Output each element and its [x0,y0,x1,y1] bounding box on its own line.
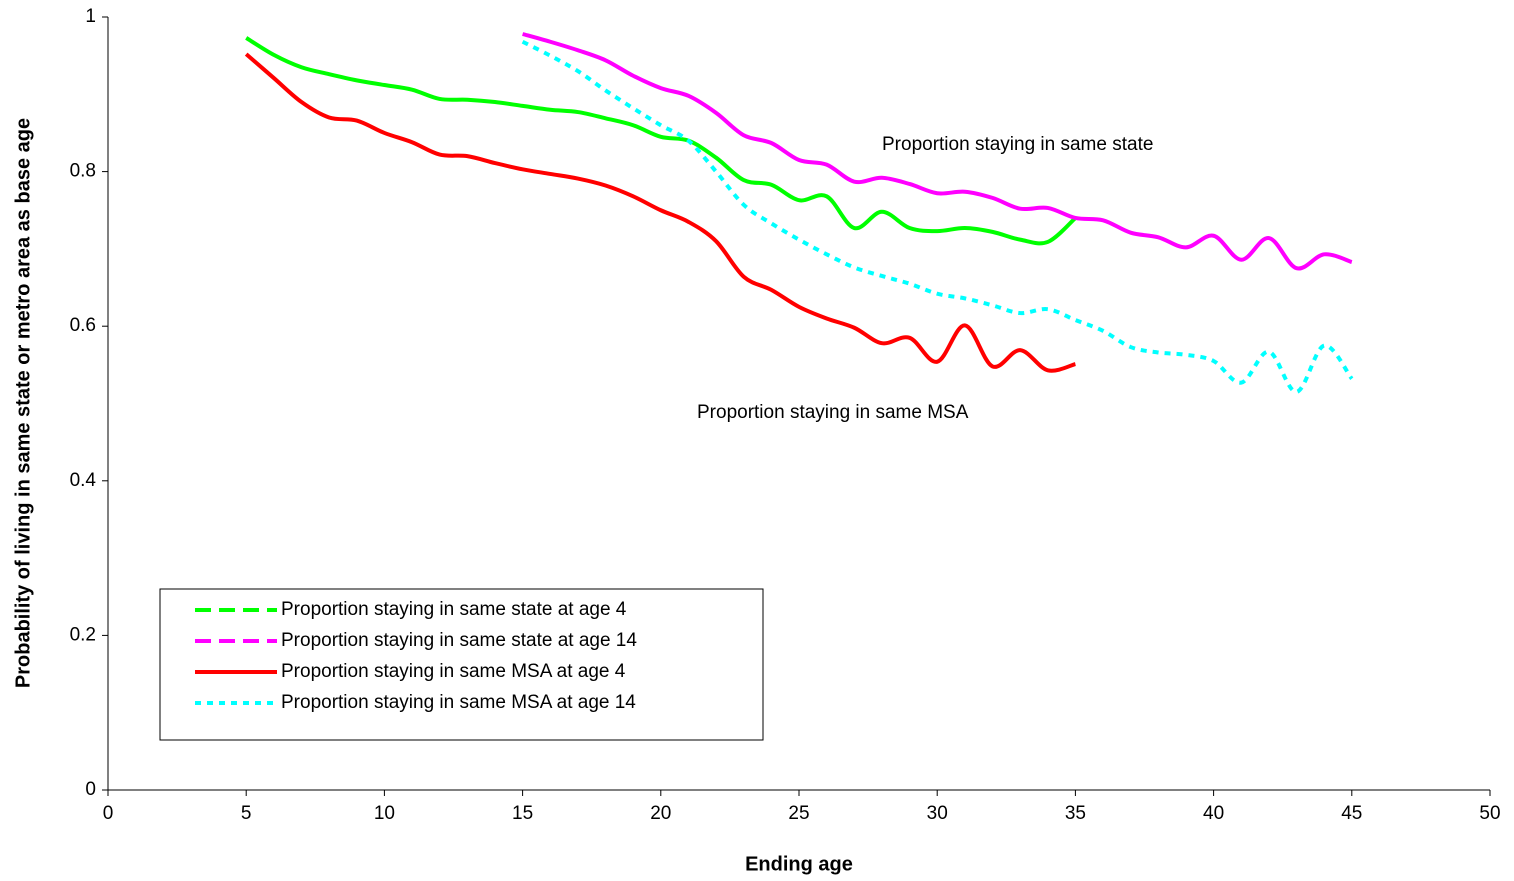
series-line [521,39,1354,394]
x-tick-label: 45 [1341,803,1362,824]
series-line [522,32,1353,271]
y-tick-label: 0.4 [70,470,97,491]
y-tick-label: 0.6 [70,315,96,336]
x-tick-label: 30 [927,803,948,824]
y-tick-label: 0 [85,779,96,800]
series-line [245,36,1077,246]
x-tick-label: 25 [788,803,809,824]
y-axis-label: Probability of living in same state or m… [12,118,34,688]
legend-box [159,588,764,741]
x-tick-label: 15 [512,803,533,824]
x-axis-label: Ending age [745,853,853,875]
legend-label: Proportion staying in same MSA at age 14 [281,692,636,713]
x-tick-label: 10 [374,803,395,824]
legend-label: Proportion staying in same state at age … [281,630,637,651]
legend-label: Proportion staying in same state at age … [281,599,627,620]
annotation: Proportion staying in same MSA [697,402,969,423]
legend: Proportion staying in same state at age … [159,588,764,741]
x-tick-label: 40 [1203,803,1224,824]
legend-label: Proportion staying in same MSA at age 4 [281,661,626,682]
x-tick-label: 20 [650,803,671,824]
x-tick-label: 50 [1479,803,1500,824]
x-tick-label: 35 [1065,803,1086,824]
y-tick-label: 1 [85,6,96,27]
series-line [244,52,1076,373]
x-tick-label: 5 [241,803,252,824]
x-tick-label: 0 [103,803,114,824]
y-tick-label: 0.2 [70,624,96,645]
y-tick-label: 0.8 [70,161,96,182]
annotation: Proportion staying in same state [882,134,1153,155]
